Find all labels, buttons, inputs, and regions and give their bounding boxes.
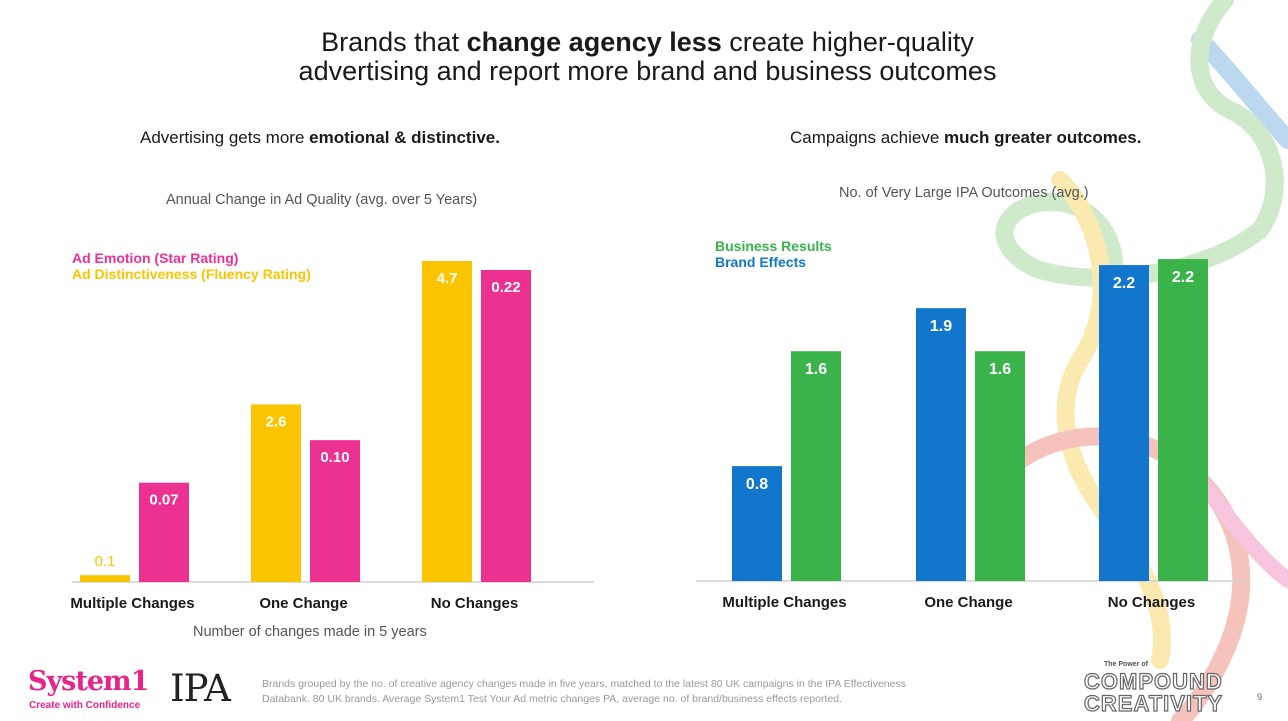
system1-tagline: Create with Confidence (29, 700, 141, 711)
compound-line1: COMPOUND (1083, 668, 1223, 694)
data-label-brand-effects-1: 1.9 (930, 318, 952, 335)
left-category-label-0: Multiple Changes (70, 595, 194, 612)
data-label-business-results-2: 2.2 (1172, 269, 1194, 286)
bar-business-results-1 (975, 351, 1025, 581)
system1-logo: System1 (28, 666, 149, 697)
legend-brand-effects: Brand Effects (715, 254, 807, 270)
left-category-label-1: One Change (259, 595, 347, 612)
left-x-axis-label: Number of changes made in 5 years (193, 624, 427, 640)
legend-business-results: Business Results (715, 238, 832, 254)
bar-distinctiveness-2 (422, 261, 472, 582)
legend-ad-emotion: Ad Emotion (Star Rating) (72, 250, 239, 266)
bar-emotion-0 (139, 482, 189, 582)
bar-brand-effects-0 (732, 466, 782, 581)
data-label-business-results-1: 1.6 (989, 361, 1011, 378)
data-label-emotion-2: 0.22 (491, 279, 520, 296)
ipa-logo: IPA (170, 667, 231, 710)
left-legend: Ad Emotion (Star Rating) Ad Distinctiven… (72, 250, 311, 282)
bar-distinctiveness-0 (80, 575, 130, 582)
left-panel-heading: Advertising gets more emotional & distin… (140, 128, 500, 147)
compound-tagline: The Power of (1104, 661, 1148, 668)
legend-ad-distinctiveness: Ad Distinctiveness (Fluency Rating) (72, 266, 311, 282)
bar-business-results-2 (1158, 259, 1208, 581)
left-chart-title: Annual Change in Ad Quality (avg. over 5… (166, 192, 478, 208)
data-label-brand-effects-0: 0.8 (746, 476, 768, 493)
right-panel-heading: Campaigns achieve much greater outcomes. (790, 128, 1142, 147)
bar-business-results-0 (791, 351, 841, 581)
bar-emotion-1 (310, 440, 360, 582)
ribbon-green (995, 0, 1284, 309)
data-label-distinctiveness-2: 4.7 (437, 270, 458, 287)
right-legend: Business Results Brand Effects (715, 238, 832, 270)
bar-emotion-2 (481, 270, 531, 582)
right-chart-title: No. of Very Large IPA Outcomes (avg.) (839, 185, 1089, 201)
bar-brand-effects-1 (916, 308, 966, 581)
data-label-business-results-0: 1.6 (805, 361, 827, 378)
data-label-emotion-1: 0.10 (320, 449, 349, 466)
ribbon-pink (1192, 472, 1288, 588)
data-label-emotion-0: 0.07 (149, 492, 178, 509)
bar-brand-effects-2 (1099, 265, 1149, 581)
right-category-label-0: Multiple Changes (722, 594, 846, 611)
compound-line2: CREATIVITY (1083, 690, 1224, 716)
right-category-label-1: One Change (924, 594, 1012, 611)
footnote: Brands grouped by the no. of creative ag… (262, 678, 906, 705)
right-category-label-2: No Changes (1108, 594, 1196, 611)
data-label-distinctiveness-0: 0.1 (95, 553, 116, 570)
left-category-label-2: No Changes (431, 595, 519, 612)
data-label-brand-effects-2: 2.2 (1113, 275, 1135, 292)
page-number: 9 (1257, 692, 1263, 702)
bar-distinctiveness-1 (251, 404, 301, 582)
data-label-distinctiveness-1: 2.6 (266, 413, 287, 430)
ribbon-blue (1191, 31, 1288, 149)
page-title: Brands that change agency less create hi… (298, 27, 997, 86)
